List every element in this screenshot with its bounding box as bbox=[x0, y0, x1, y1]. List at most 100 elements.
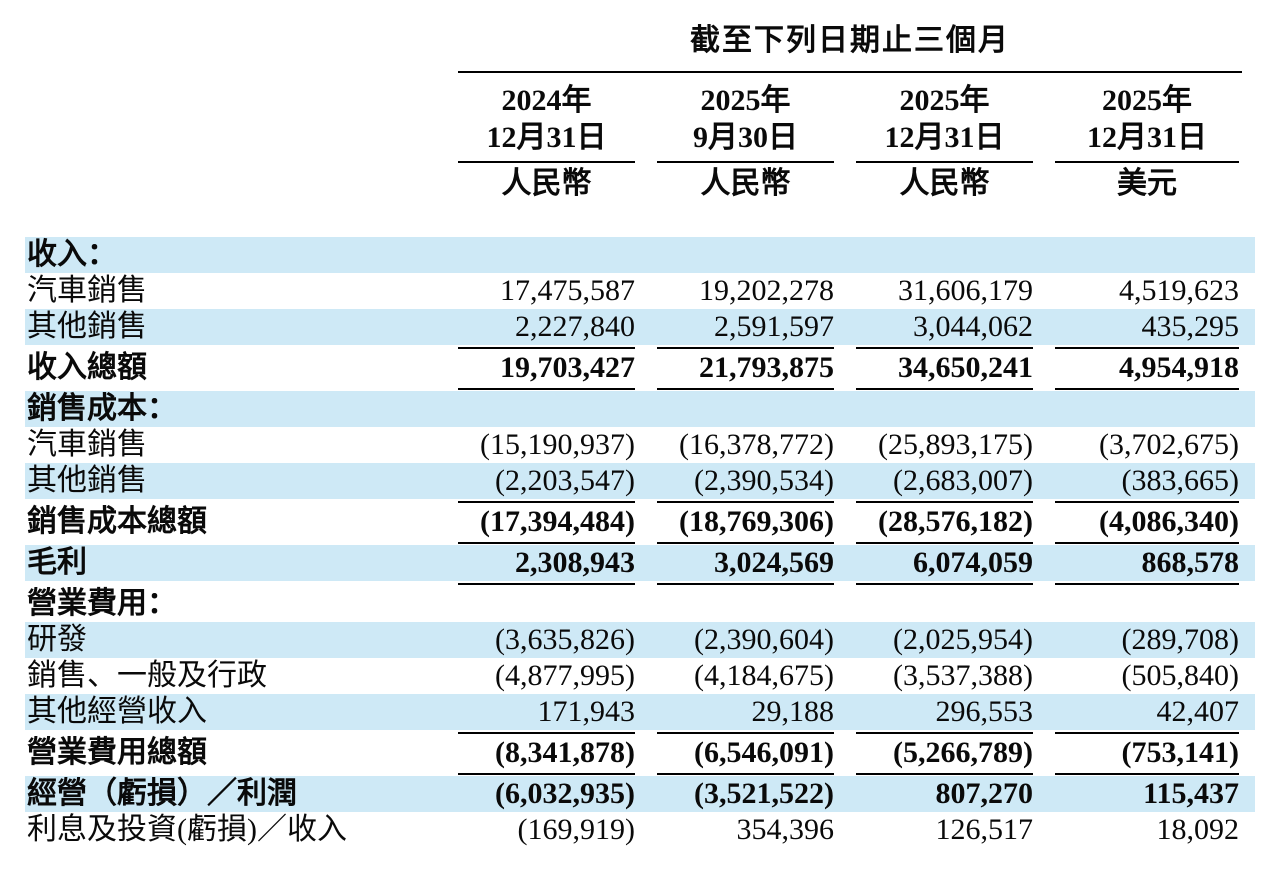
row-label: 經營（虧損）／利潤 bbox=[27, 777, 297, 810]
value-cell-1 bbox=[458, 586, 657, 622]
column-rule-3 bbox=[856, 731, 1033, 734]
value-cell-2: 19,202,278 bbox=[699, 274, 834, 307]
row-label: 汽車銷售 bbox=[27, 274, 147, 307]
value-cell-2: (4,184,675) bbox=[694, 659, 834, 692]
value-cell-1: (6,032,935) bbox=[495, 777, 635, 810]
value-cell-2: (18,769,306) bbox=[679, 505, 834, 538]
value-cell-2 bbox=[657, 586, 856, 622]
value-cell-1: (17,394,484) bbox=[480, 505, 635, 538]
table-row-interest-investment: 利息及投資(虧損)／收入 (169,919) 354,396 126,517 1… bbox=[25, 812, 1255, 848]
table-row-other-operating-income: 其他經營收入 171,943 29,188 296,553 42,407 bbox=[25, 694, 1255, 730]
column-rule-4 bbox=[1055, 346, 1239, 349]
column-year: 2025年 bbox=[700, 84, 791, 117]
column-rule-4 bbox=[1055, 387, 1239, 390]
column-day: 12月31日 bbox=[884, 121, 1005, 154]
value-cell-1: (3,635,826) bbox=[495, 623, 635, 656]
column-rule-3 bbox=[856, 582, 1033, 585]
value-cell-1: 2,308,943 bbox=[515, 546, 635, 579]
row-label: 營業費用： bbox=[27, 587, 177, 620]
table-row-total-revenues: 收入總額 19,703,427 21,793,875 34,650,241 4,… bbox=[25, 350, 1255, 386]
value-cell-4: 4,954,918 bbox=[1119, 351, 1239, 384]
column-rule-2 bbox=[657, 387, 834, 390]
row-label: 收入： bbox=[27, 238, 117, 271]
column-rule-row bbox=[25, 540, 1255, 545]
column-headers: 2024年 12月31日 人民幣 2025年 9月30日 人民幣 2025年 1 bbox=[458, 73, 1255, 205]
value-cell-1: (15,190,937) bbox=[480, 428, 635, 461]
table-row-selling-general-admin: 銷售、一般及行政 (4,877,995) (4,184,675) (3,537,… bbox=[25, 658, 1255, 694]
column-date-4: 2025年 12月31日 bbox=[1055, 73, 1239, 163]
row-label: 汽車銷售 bbox=[27, 428, 147, 461]
column-currency: 人民幣 bbox=[700, 167, 791, 200]
column-rule-1 bbox=[458, 500, 635, 503]
value-cell-4: 42,407 bbox=[1156, 695, 1240, 728]
value-cell-4: (753,141) bbox=[1121, 736, 1239, 769]
value-cell-3: (3,537,388) bbox=[893, 659, 1033, 692]
column-rule-1 bbox=[458, 772, 635, 775]
table-row-other-sales: 其他銷售 2,227,840 2,591,597 3,044,062 435,2… bbox=[25, 309, 1255, 345]
column-rule-2 bbox=[657, 772, 834, 775]
column-rule-row bbox=[25, 771, 1255, 776]
value-cell-3: 126,517 bbox=[935, 813, 1034, 846]
row-label: 利息及投資(虧損)／收入 bbox=[27, 813, 347, 846]
value-cell-2: (2,390,534) bbox=[694, 464, 834, 497]
row-label: 收入總額 bbox=[27, 351, 147, 384]
column-rule-2 bbox=[657, 582, 834, 585]
value-cell-1: 19,703,427 bbox=[500, 351, 635, 384]
value-cell-3 bbox=[856, 586, 1055, 622]
table-row-operating-expenses-header: 營業費用： bbox=[25, 586, 1255, 622]
value-cell-2 bbox=[657, 391, 856, 427]
column-year: 2024年 bbox=[501, 84, 592, 117]
table-title: 截至下列日期止三個月 bbox=[458, 16, 1242, 73]
value-cell-3: (2,683,007) bbox=[893, 464, 1033, 497]
row-label: 其他銷售 bbox=[27, 310, 147, 343]
value-cell-4 bbox=[1055, 237, 1255, 273]
value-cell-1: (169,919) bbox=[517, 813, 635, 846]
column-date-1: 2024年 12月31日 bbox=[458, 73, 635, 163]
value-cell-2: (3,521,522) bbox=[694, 777, 834, 810]
table-row-cos-other-sales: 其他銷售 (2,203,547) (2,390,534) (2,683,007)… bbox=[25, 463, 1255, 499]
column-rule-row bbox=[25, 581, 1255, 586]
value-cell-2: 2,591,597 bbox=[714, 310, 834, 343]
value-cell-4: (289,708) bbox=[1121, 623, 1239, 656]
value-cell-1: (2,203,547) bbox=[495, 464, 635, 497]
value-cell-3: 6,074,059 bbox=[913, 546, 1033, 579]
column-rule-4 bbox=[1055, 582, 1239, 585]
value-cell-4: 4,519,623 bbox=[1119, 274, 1239, 307]
value-cell-1 bbox=[458, 237, 657, 273]
column-date-2: 2025年 9月30日 bbox=[657, 73, 834, 163]
row-label: 毛利 bbox=[27, 546, 87, 579]
value-cell-4: 868,578 bbox=[1141, 546, 1240, 579]
column-day: 9月30日 bbox=[693, 121, 798, 154]
value-cell-4: (505,840) bbox=[1121, 659, 1239, 692]
column-rule-3 bbox=[856, 772, 1033, 775]
value-cell-2 bbox=[657, 237, 856, 273]
table-header: 截至下列日期止三個月 2024年 12月31日 人民幣 2025年 9月30日 … bbox=[458, 16, 1255, 205]
column-rule-1 bbox=[458, 346, 635, 349]
value-cell-2: (6,546,091) bbox=[694, 736, 834, 769]
column-rule-1 bbox=[458, 387, 635, 390]
column-day: 12月31日 bbox=[1087, 121, 1207, 154]
column-rule-2 bbox=[657, 731, 834, 734]
value-cell-2: 3,024,569 bbox=[714, 546, 834, 579]
column-rule-3 bbox=[856, 500, 1033, 503]
column-currency: 人民幣 bbox=[899, 167, 990, 200]
value-cell-2: (16,378,772) bbox=[679, 428, 834, 461]
value-cell-3: 296,553 bbox=[935, 695, 1034, 728]
column-rule-row bbox=[25, 386, 1255, 391]
value-cell-1: (4,877,995) bbox=[495, 659, 635, 692]
column-header-4: 2025年 12月31日 美元 bbox=[1055, 73, 1255, 205]
value-cell-3: (2,025,954) bbox=[893, 623, 1033, 656]
value-cell-1: (8,341,878) bbox=[495, 736, 635, 769]
row-label: 銷售成本總額 bbox=[27, 505, 207, 538]
table-body: 收入： 汽車銷售 17,475,587 19,202,278 31,606,17… bbox=[25, 237, 1255, 848]
table-row-total-cost-of-sales: 銷售成本總額 (17,394,484) (18,769,306) (28,576… bbox=[25, 504, 1255, 540]
row-label: 銷售、一般及行政 bbox=[27, 659, 267, 692]
column-currency: 美元 bbox=[1117, 167, 1177, 200]
value-cell-3: (5,266,789) bbox=[893, 736, 1033, 769]
value-cell-2: 354,396 bbox=[736, 813, 835, 846]
value-cell-4: (4,086,340) bbox=[1099, 505, 1239, 538]
column-rule-2 bbox=[657, 346, 834, 349]
value-cell-3: 807,270 bbox=[935, 777, 1034, 810]
column-rule-row bbox=[25, 345, 1255, 350]
